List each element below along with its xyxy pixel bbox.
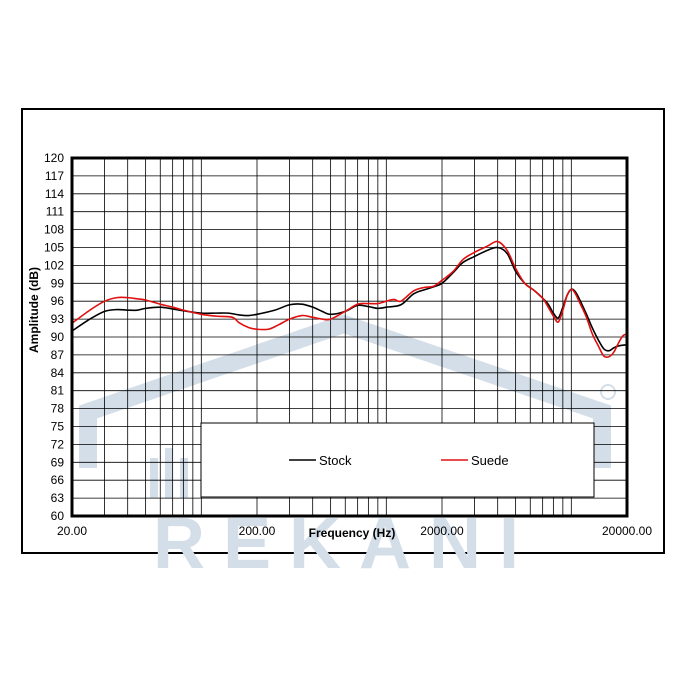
y-tick-label: 114 xyxy=(45,187,64,201)
y-tick-label: 90 xyxy=(51,330,65,344)
y-tick-label: 93 xyxy=(51,312,65,326)
legend-label-suede: Suede xyxy=(471,453,509,468)
x-tick-label: 2000.00 xyxy=(420,524,464,538)
x-tick-label: 20.00 xyxy=(57,524,87,538)
y-tick-label: 69 xyxy=(51,455,65,469)
y-tick-label: 63 xyxy=(51,491,65,505)
y-tick-label: 108 xyxy=(44,223,64,237)
y-tick-label: 66 xyxy=(51,473,65,487)
y-tick-label: 60 xyxy=(51,509,65,523)
series-line-suede xyxy=(71,240,628,359)
legend-label-stock: Stock xyxy=(319,453,352,468)
y-tick-label: 111 xyxy=(46,205,65,219)
legend-box xyxy=(200,422,595,498)
plot-border xyxy=(70,156,629,518)
y-tick-label: 105 xyxy=(44,241,64,255)
y-tick-label: 117 xyxy=(45,169,64,183)
y-tick-label: 87 xyxy=(51,348,65,362)
x-tick-label: 200.00 xyxy=(239,524,276,538)
x-tick-labels: 20.00 200.00 2000.00 20000.00 xyxy=(57,524,652,538)
y-tick-label: 84 xyxy=(51,366,65,380)
x-axis-title: Frequency (Hz) xyxy=(309,526,396,540)
y-tick-labels: 60 63 66 69 72 75 78 81 84 87 90 93 96 99 102 105 108 111… xyxy=(44,151,64,523)
x-tick-label: 20000.00 xyxy=(602,524,652,538)
y-tick-label: 75 xyxy=(51,420,65,434)
legend: Stock Suede xyxy=(200,422,595,498)
y-tick-label: 99 xyxy=(51,276,65,290)
y-tick-label: 72 xyxy=(51,437,65,451)
y-tick-label: 78 xyxy=(51,402,65,416)
y-tick-label: 81 xyxy=(51,384,65,398)
y-tick-label: 96 xyxy=(51,294,65,308)
y-tick-label: 120 xyxy=(44,151,64,165)
series-lines xyxy=(71,240,628,359)
y-axis-title: Amplitude (dB) xyxy=(27,267,41,353)
y-tick-label: 102 xyxy=(44,258,64,272)
